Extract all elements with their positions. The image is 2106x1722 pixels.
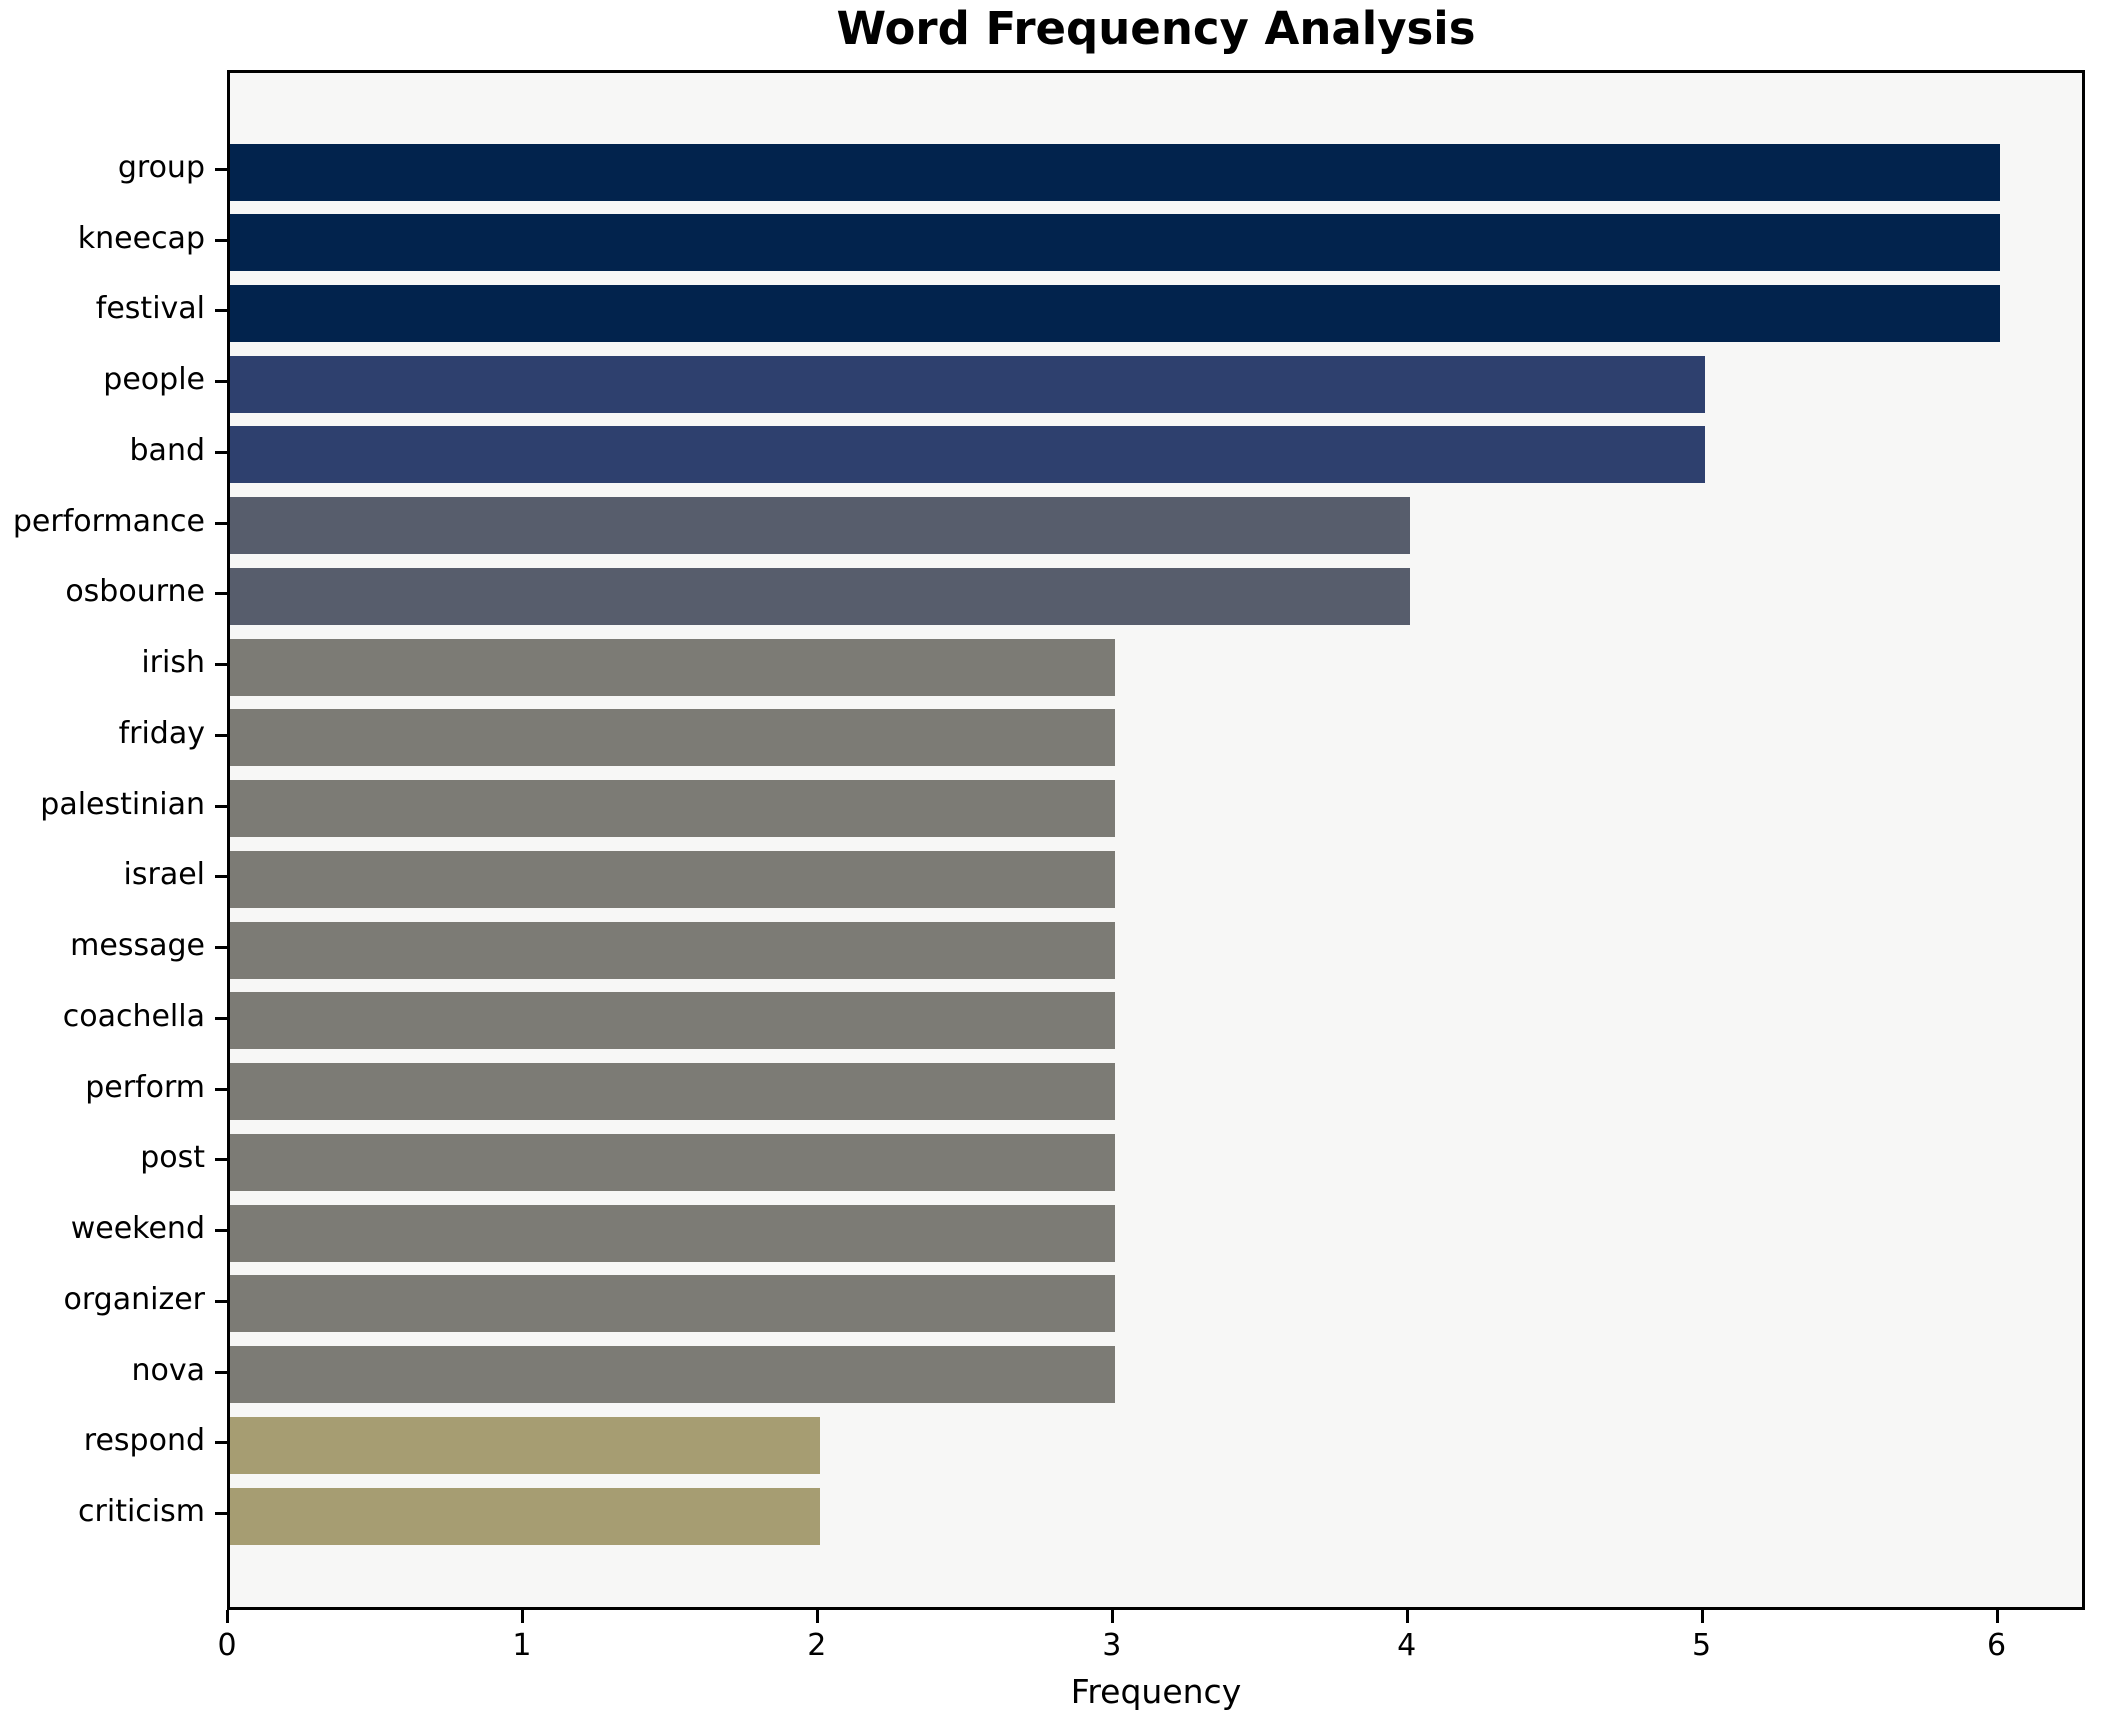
bar-weekend [230,1204,1115,1262]
y-tick-label-group: group [117,150,205,185]
y-tick-label-friday: friday [118,715,205,751]
bar-band [230,426,1705,484]
y-tick-mark-perform [215,1087,227,1091]
bar-coachella [230,992,1115,1050]
y-tick-mark-weekend [215,1229,227,1233]
y-tick-mark-festival [215,309,227,313]
bar-festival [230,284,2000,342]
y-tick-label-festival: festival [95,291,205,327]
x-tick-label-1: 1 [512,1628,532,1663]
y-tick-mark-post [215,1158,227,1162]
y-tick-label-kneecap: kneecap [77,220,205,256]
y-tick-label-criticism: criticism [78,1494,205,1529]
y-tick-mark-performance [215,521,227,525]
x-tick-mark-5 [1700,1610,1704,1623]
y-tick-mark-message [215,946,227,950]
x-tick-mark-0 [226,1610,229,1623]
bar-post [230,1133,1115,1191]
x-tick-label-5: 5 [1692,1628,1712,1663]
y-tick-label-post: post [140,1140,205,1176]
y-tick-mark-people [215,380,227,384]
y-tick-mark-kneecap [215,238,227,242]
x-tick-label-4: 4 [1397,1628,1417,1663]
y-tick-mark-irish [215,663,227,667]
bar-organizer [230,1275,1115,1333]
y-tick-mark-friday [215,733,227,737]
bar-irish [230,638,1115,696]
y-tick-label-coachella: coachella [62,998,205,1034]
chart-title: Word Frequency Analysis [836,2,1476,55]
x-tick-label-0: 0 [217,1628,237,1663]
y-tick-label-performance: performance [12,503,205,539]
bar-nova [230,1346,1115,1404]
bar-perform [230,1063,1115,1121]
y-tick-mark-nova [215,1370,227,1374]
bar-message [230,921,1115,979]
y-tick-label-people: people [103,362,205,398]
x-axis-title: Frequency [1070,1672,1242,1711]
bar-respond [230,1416,820,1474]
bar-group [230,143,2000,201]
bar-palestinian [230,780,1115,838]
y-tick-mark-osbourne [215,592,227,596]
x-tick-mark-1 [520,1610,524,1623]
y-tick-mark-coachella [215,1016,227,1020]
y-tick-mark-band [215,450,227,454]
y-tick-mark-organizer [215,1299,227,1303]
bar-people [230,355,1705,413]
x-tick-label-2: 2 [807,1628,827,1663]
y-tick-label-weekend: weekend [70,1211,205,1247]
y-tick-label-respond: respond [83,1423,205,1459]
bar-performance [230,497,1410,555]
y-tick-label-palestinian: palestinian [40,786,205,822]
bar-osbourne [230,567,1410,625]
y-tick-mark-israel [215,875,227,879]
y-tick-label-message: message [70,928,205,964]
bar-israel [230,850,1115,908]
y-tick-label-irish: irish [141,645,205,681]
y-tick-label-nova: nova [131,1352,205,1388]
x-tick-label-3: 3 [1102,1628,1122,1663]
y-tick-mark-respond [215,1441,227,1445]
x-tick-mark-3 [1110,1610,1114,1623]
bar-friday [230,709,1115,767]
x-tick-mark-6 [1995,1610,1999,1623]
y-tick-mark-criticism [215,1512,227,1515]
x-tick-mark-4 [1405,1610,1409,1623]
y-tick-mark-group [215,168,227,171]
x-tick-label-6: 6 [1986,1628,2007,1663]
bar-criticism [230,1487,820,1545]
y-tick-label-band: band [129,432,205,468]
y-tick-label-perform: perform [85,1069,205,1105]
y-tick-label-israel: israel [123,857,205,893]
x-tick-mark-2 [815,1610,819,1623]
plot-area [227,70,2085,1610]
y-tick-label-organizer: organizer [63,1281,205,1317]
bar-kneecap [230,214,2000,272]
y-tick-mark-palestinian [215,804,227,808]
y-tick-label-osbourne: osbourne [65,574,205,610]
